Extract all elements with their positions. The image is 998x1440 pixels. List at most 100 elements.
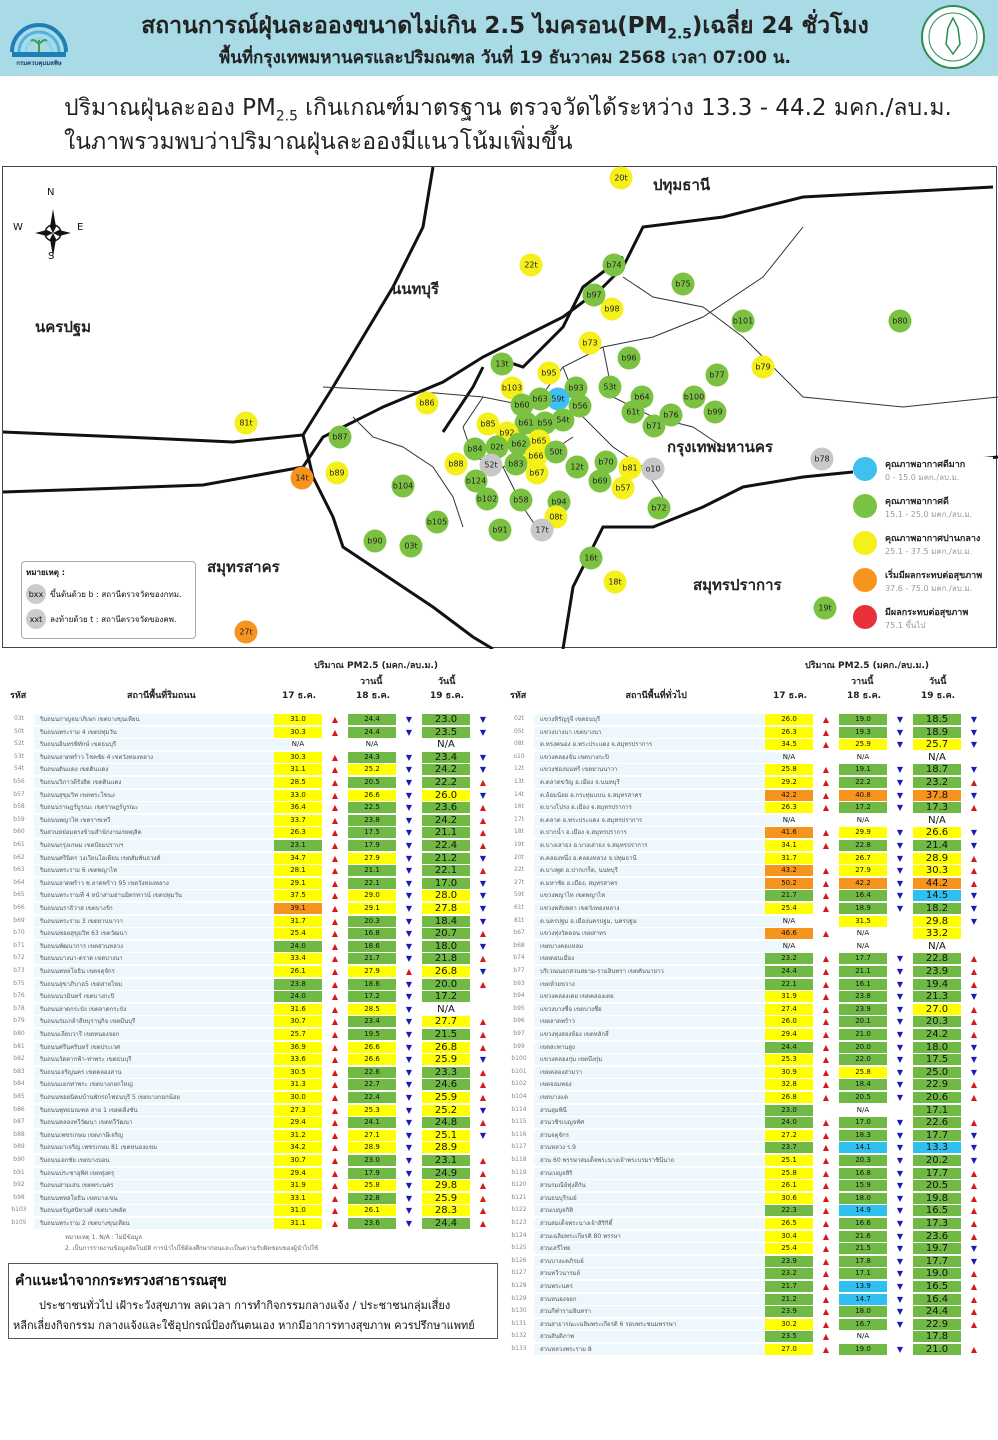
arrow-up-icon: ▲ <box>331 853 339 863</box>
arrow-down-icon: ▼ <box>405 891 413 901</box>
arrow-up-icon: ▲ <box>822 1017 830 1027</box>
table-row: b75 ริมถนนสุขาภิบาล5 เขตสายไหม 23.8 ▲ 18.6 ▼ 2… <box>8 978 492 991</box>
station-code: b132 <box>511 1332 527 1340</box>
pm25-value-19 ธ.ค.: 24.6 <box>422 1079 470 1091</box>
arrow-up-icon: ▲ <box>822 1130 830 1140</box>
pm25-value-18 ธ.ค.: 14.9 <box>839 1205 887 1217</box>
station-name: ริมถนนดินแดง เขตดินแดง <box>34 764 292 776</box>
table-row: b67 แขวงทุ่งวัดดอน เขตสาทร 46.6 ▲ N/A 33.2 <box>508 927 990 940</box>
arrow-down-icon: ▼ <box>896 1130 904 1140</box>
note-t-text: ลงท้ายด้วย t : สถานีตรวจวัดของคพ. <box>50 614 177 624</box>
pm25-value-19 ธ.ค.: 22.9 <box>913 1318 961 1330</box>
station-code: b61 <box>13 841 25 848</box>
pm25-value-17 ธ.ค.: 23.8 <box>274 978 322 990</box>
station-name: เขตจอมทอง <box>534 1079 789 1091</box>
station-name: แขวงบางนา เขตบางนา <box>534 726 789 738</box>
pm25-value-17 ธ.ค.: 28.1 <box>274 865 322 877</box>
pm25-value-19 ธ.ค.: 20.7 <box>422 928 470 940</box>
station-name: สวนหลวง ร.9 <box>534 1142 789 1154</box>
station-code: b79 <box>13 1017 25 1025</box>
table-row: b73 ริมถนนพหลโยธิน เขตจตุจักร 26.1 ▲ 27.9 ▲ 26… <box>8 965 492 978</box>
station-name: ต.บางเสาธง อ.บางเสาธง จ.สมุทรปราการ <box>534 840 789 851</box>
pm25-value-19 ธ.ค.: 28.3 <box>422 1205 470 1217</box>
pm25-value-17 ธ.ค.: 23.5 <box>765 1331 813 1343</box>
station-marker-b124: b124 <box>464 469 488 493</box>
arrow-up-icon: ▲ <box>822 1004 830 1014</box>
pm25-value-19 ธ.ค.: 17.5 <box>913 1054 961 1066</box>
pm25-value-19 ธ.ค.: 25.2 <box>422 1104 470 1116</box>
station-marker-b78: b78 <box>810 447 834 471</box>
pm25-value-17 ธ.ค.: N/A <box>782 941 796 950</box>
pm25-value-18 ธ.ค.: 21.1 <box>839 966 887 977</box>
station-marker-54t: 54t <box>551 408 575 432</box>
pm25-value-18 ธ.ค.: 21.7 <box>348 953 396 965</box>
pm25-value-18 ธ.ค.: 25.8 <box>348 1180 396 1192</box>
pm25-value-19 ธ.ค.: N/A <box>928 940 946 952</box>
pm25-value-19 ธ.ค.: 22.4 <box>422 840 470 851</box>
pm25-value-18 ธ.ค.: 23.9 <box>839 1003 887 1015</box>
pm25-value-19 ธ.ค.: 23.6 <box>913 1230 961 1242</box>
station-marker-b93: b93 <box>564 376 588 400</box>
station-name: ริมถนนกาญจนาภิเษก เขตบางขุนเทียน <box>34 714 292 725</box>
table-row: b129 สวนหนองจอก 21.2 ▲ 14.7 ▼ 16.4 ▲ <box>508 1293 990 1306</box>
table-row: b92 ริมถนนสามเสน เขตพระนคร 31.9 ▲ 25.8 ▼ 29.8 ▲ <box>8 1179 492 1192</box>
pm25-value-17 ธ.ค.: 24.4 <box>765 1041 813 1053</box>
table-row: 61t แขวงพลับพลา เขตวังทองหลาง 25.4 ▲ 18.9 ▼ 18… <box>508 902 990 915</box>
arrow-up-icon: ▲ <box>331 1168 339 1178</box>
arrow-down-icon: ▼ <box>479 878 487 888</box>
arrow-down-icon: ▼ <box>405 1130 413 1140</box>
table-row: b86 ริมถนนพุทธมณฑล สาย 1 เขตตลิ่งชัน 27.3 ▲… <box>8 1104 492 1117</box>
pm25-value-19 ธ.ค.: 22.2 <box>422 777 470 788</box>
pm25-value-18 ธ.ค.: 25.8 <box>839 1066 887 1078</box>
pm25-value-19 ธ.ค.: 26.8 <box>422 1041 470 1053</box>
arrow-up-icon: ▲ <box>331 752 339 762</box>
arrow-up-icon: ▲ <box>331 941 339 951</box>
legend-text: มีผลกระทบต่อสุขภาพ 75.1 ขึ้นไป <box>885 605 968 632</box>
arrow-down-icon: ▼ <box>896 790 904 800</box>
station-name: ริมถนนราษฎร์บูรณะ เขตราษฎร์บูรณะ <box>34 802 292 814</box>
station-marker-b71: b71 <box>642 414 666 438</box>
table-row: b132 สวนสันติภาพ 23.5 ▲ N/A 17.8 <box>508 1330 990 1343</box>
pm25-value-19 ธ.ค.: 17.7 <box>913 1255 961 1267</box>
arrow-up-icon: ▲ <box>479 1193 487 1203</box>
station-code: b97 <box>513 1030 525 1037</box>
table-row: b56 ริมถนนวิภาวดีรังสิต เขตดินแดง 28.5 ▲ 20.… <box>8 776 492 789</box>
arrow-down-icon: ▼ <box>479 715 487 724</box>
arrow-up-icon: ▲ <box>822 1332 830 1342</box>
pm25-value-19 ธ.ค.: 18.2 <box>913 903 961 914</box>
pm25-value-19 ธ.ค.: 26.8 <box>422 966 470 977</box>
table-row: b100 แขวงคลองกุ่ม เขตบึงกุ่ม 25.3 ▲ 22.0 ▼ 17.… <box>508 1053 990 1066</box>
pm25-value-18 ธ.ค.: 16.4 <box>839 890 887 902</box>
arrow-down-icon: ▼ <box>405 1042 413 1052</box>
arrow-up-icon: ▲ <box>331 1156 339 1165</box>
table-row: b115 สวนวชิรเบญจทัศ 24.0 ▲ 17.0 ▼ 22.6 ▲ <box>508 1116 990 1129</box>
station-name: เขตสะพานสูง <box>534 1041 789 1053</box>
pm25-value-18 ธ.ค.: 24.1 <box>348 1117 396 1129</box>
today-header: วันนี้ <box>929 677 947 687</box>
station-code: b101 <box>511 1067 527 1075</box>
station-marker-b100: b100 <box>682 385 706 409</box>
table-row: b62 ริมถนนศรีนิตร วงเวียนโอเดียน เขตสัมพั… <box>8 852 492 865</box>
station-name: ริมถนนเอกชัย เขตบางบอน <box>34 1155 292 1166</box>
arrow-down-icon: ▼ <box>896 1219 904 1228</box>
station-name: ริมถนนสุขุมวิท เขตพระโขนง <box>34 789 292 801</box>
pm25-value-18 ธ.ค.: 17.2 <box>348 991 396 1003</box>
station-name: ริมสวนหย่อมตรงข้ามสำนักงานเขตดุสิต <box>34 827 292 839</box>
arrow-down-icon: ▼ <box>479 1055 487 1065</box>
pm25-value-18 ธ.ค.: 26.6 <box>348 789 396 801</box>
station-name: ริมถนนพุทธมณฑล สาย 1 เขตตลิ่งชัน <box>34 1104 292 1116</box>
station-code: b118 <box>511 1156 527 1163</box>
station-name: ริมถนนศรีนิตร วงเวียนโอเดียน เขตสัมพันธว… <box>34 852 292 864</box>
table-row: b82 ริมถนนวัดตากฟ้า-ท่าพระ เขตธนบุรี 33.6 ▲… <box>8 1053 492 1066</box>
pm25-value-17 ธ.ค.: 25.7 <box>274 1029 322 1040</box>
arrow-up-icon: ▲ <box>822 841 830 850</box>
date-header-2: 19 ธ.ค. <box>430 691 465 701</box>
pm25-value-17 ธ.ค.: 30.3 <box>274 751 322 763</box>
today-header: วันนี้ <box>438 677 456 687</box>
pm25-value-17 ธ.ค.: 31.0 <box>274 714 322 725</box>
arrow-down-icon: ▼ <box>405 1156 413 1165</box>
arrow-up-icon: ▲ <box>479 828 487 838</box>
pm25-value-18 ธ.ค.: 19.3 <box>839 726 887 738</box>
station-marker-17t: 17t <box>530 518 554 542</box>
station-name: ต.ปากน้ำ อ.เมือง จ.สมุทรปราการ <box>534 827 789 839</box>
